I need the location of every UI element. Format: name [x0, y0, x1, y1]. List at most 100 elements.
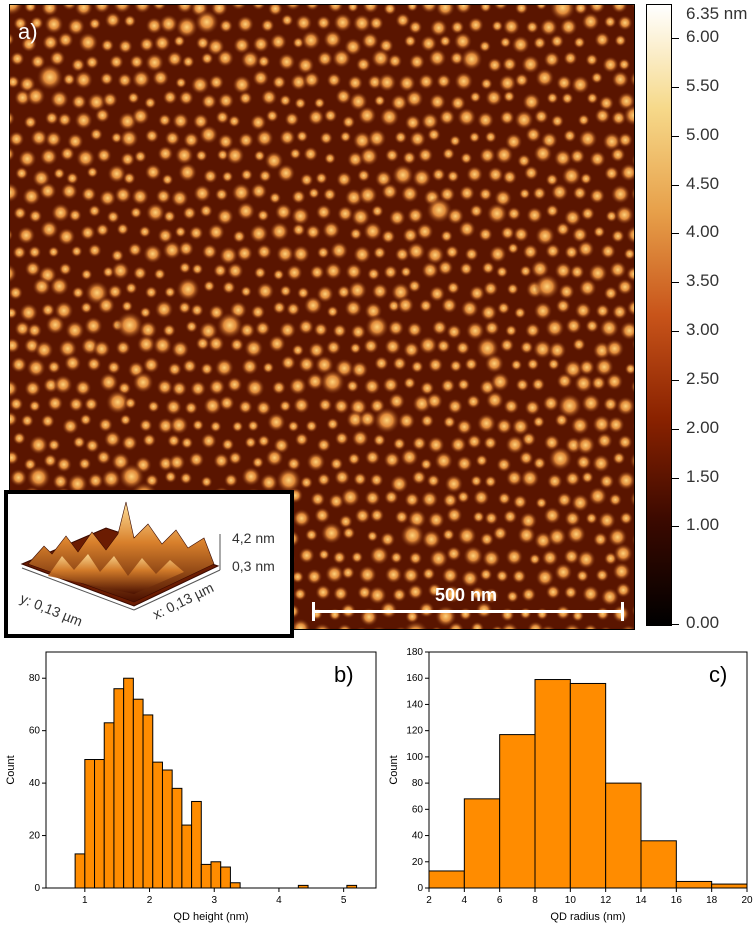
quantum-dot	[232, 75, 251, 94]
quantum-dot	[292, 245, 310, 263]
quantum-dot	[298, 547, 315, 564]
quantum-dot	[124, 397, 137, 410]
quantum-dot	[478, 187, 492, 201]
quantum-dot	[596, 607, 610, 621]
quantum-dot	[21, 414, 35, 428]
quantum-dot	[111, 261, 130, 280]
quantum-dot	[251, 305, 266, 320]
x-tick-label: 4	[276, 895, 282, 906]
quantum-dot	[316, 438, 331, 453]
quantum-dot	[495, 145, 514, 164]
quantum-dot	[74, 70, 93, 89]
y-tick-label: 60	[412, 804, 424, 815]
quantum-dot	[575, 454, 591, 470]
quantum-dot	[387, 320, 404, 337]
quantum-dot	[88, 243, 102, 257]
inset-3d-view: 4,2 nm 0,3 nm y: 0,13 µm x: 0,13 µm	[4, 490, 294, 638]
quantum-dot	[443, 415, 456, 428]
quantum-dot	[390, 551, 403, 564]
quantum-dot	[454, 72, 473, 91]
quantum-dot	[315, 584, 331, 600]
histogram-bar	[464, 799, 499, 888]
quantum-dot	[123, 15, 136, 28]
quantum-dot	[570, 264, 585, 279]
quantum-dot	[291, 189, 306, 204]
quantum-dot	[132, 107, 150, 125]
quantum-dot	[547, 473, 563, 489]
histogram-bar	[641, 841, 676, 888]
quantum-dot	[402, 566, 420, 584]
quantum-dot	[483, 281, 499, 297]
quantum-dot	[556, 492, 572, 508]
quantum-dot	[201, 476, 213, 488]
quantum-dot	[374, 356, 389, 371]
quantum-dot	[176, 277, 200, 301]
quantum-dot	[580, 172, 593, 185]
quantum-dot	[190, 380, 207, 397]
quantum-dot	[470, 475, 483, 488]
y-tick-label: 160	[406, 673, 423, 684]
quantum-dot	[392, 356, 407, 371]
quantum-dot	[412, 168, 432, 188]
quantum-dot	[215, 110, 229, 124]
quantum-dot	[411, 360, 424, 373]
quantum-dot	[163, 90, 178, 105]
quantum-dot	[404, 492, 420, 508]
colorbar-tick-label: 1.50	[686, 467, 719, 487]
quantum-dot	[592, 454, 611, 473]
quantum-dot	[532, 415, 545, 428]
quantum-dot	[153, 34, 171, 52]
quantum-dot	[279, 400, 292, 413]
quantum-dot	[131, 188, 149, 206]
quantum-dot	[245, 378, 265, 398]
quantum-dot	[153, 268, 166, 281]
quantum-dot	[236, 15, 254, 33]
quantum-dot	[333, 398, 350, 415]
quantum-dot	[275, 203, 293, 221]
quantum-dot	[573, 36, 586, 49]
quantum-dot	[466, 321, 485, 340]
quantum-dot	[314, 507, 331, 524]
quantum-dot	[81, 268, 93, 280]
quantum-dot	[446, 507, 463, 524]
quantum-dot	[319, 131, 333, 145]
quantum-dot	[323, 30, 342, 49]
quantum-dot	[76, 148, 96, 168]
quantum-dot	[147, 400, 160, 413]
quantum-dot	[612, 452, 625, 465]
quantum-dot	[129, 54, 144, 69]
quantum-dot	[56, 456, 72, 472]
quantum-dot	[308, 187, 320, 199]
quantum-dot	[480, 532, 495, 547]
quantum-dot	[436, 73, 452, 89]
histogram-bar	[712, 884, 747, 888]
quantum-dot	[104, 430, 122, 448]
quantum-dot	[78, 457, 92, 471]
quantum-dot	[486, 203, 507, 224]
quantum-dot	[365, 450, 381, 466]
quantum-dot	[287, 420, 299, 432]
quantum-dot	[48, 246, 60, 258]
quantum-dot	[514, 307, 527, 320]
quantum-dot	[281, 14, 294, 27]
histogram-bar	[230, 883, 240, 888]
quantum-dot	[175, 77, 187, 89]
quantum-dot	[457, 378, 470, 391]
quantum-dot	[514, 110, 534, 130]
y-tick-label: 40	[412, 831, 424, 842]
quantum-dot	[612, 562, 631, 581]
quantum-dot	[409, 54, 426, 71]
quantum-dot	[257, 434, 270, 447]
quantum-dot	[190, 303, 204, 317]
quantum-dot	[281, 355, 297, 371]
y-tick-label: 140	[406, 699, 423, 710]
quantum-dot	[392, 587, 407, 602]
quantum-dot	[347, 75, 363, 91]
quantum-dot	[228, 451, 242, 465]
quantum-dot	[547, 358, 560, 371]
y-tick-label: 180	[406, 647, 423, 658]
quantum-dot	[191, 263, 203, 275]
panel-label-b: b)	[334, 662, 354, 688]
quantum-dot	[306, 452, 326, 472]
quantum-dot	[192, 419, 204, 431]
